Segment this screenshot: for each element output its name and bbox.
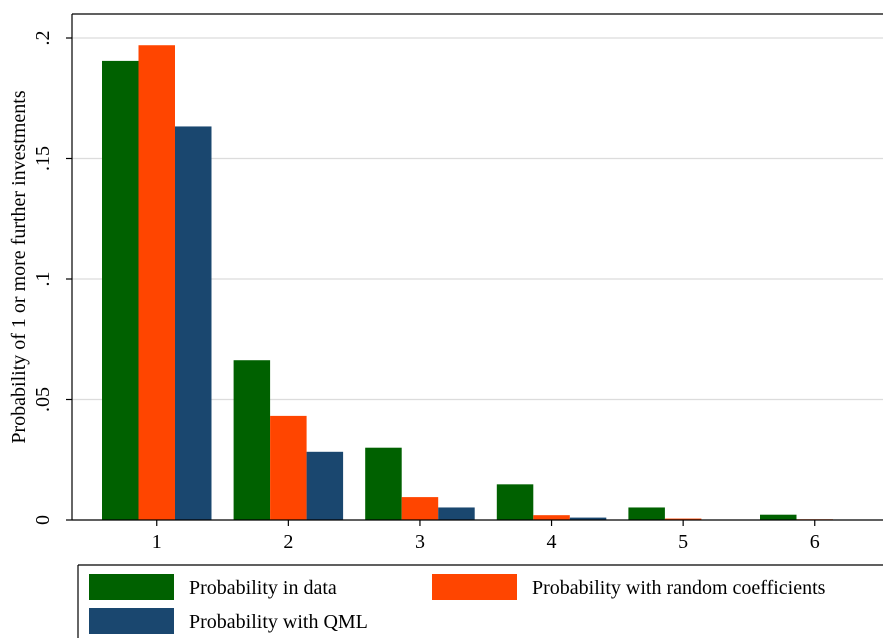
legend-swatch: [89, 574, 174, 600]
y-tick-label: .05: [32, 387, 54, 412]
bars: [102, 45, 833, 521]
x-tick-label: 1: [152, 531, 162, 553]
x-axis-ticks: 1 2 3 4 5 6: [152, 520, 820, 553]
bar: [664, 518, 702, 520]
y-axis-title: Probability of 1 or more further investm…: [8, 90, 30, 443]
legend-swatch: [432, 574, 517, 600]
bar: [306, 451, 344, 520]
legend-label: Probability with QML: [189, 611, 368, 633]
bar: [569, 517, 607, 520]
bar: [438, 507, 475, 520]
bar: [628, 507, 665, 520]
x-tick-label: 5: [678, 531, 688, 553]
bar: [102, 60, 139, 521]
y-tick-label: .2: [32, 31, 54, 46]
x-tick-label: 2: [283, 531, 293, 553]
legend-label: Probability with random coefficients: [532, 577, 826, 599]
y-axis-ticks: 0 .05 .1 .15 .2: [32, 31, 72, 525]
bar: [401, 497, 439, 520]
y-tick-label: .1: [32, 272, 54, 287]
legend-label: Probability in data: [189, 577, 337, 599]
bar: [138, 45, 175, 520]
y-tick-label: .15: [32, 146, 54, 171]
legend: Probability in data Probability with rand…: [77, 564, 883, 638]
legend-swatch: [89, 608, 174, 634]
bar: [533, 515, 570, 520]
x-tick-label: 6: [810, 531, 820, 553]
y-tick-label: 0: [32, 515, 54, 525]
x-tick-label: 3: [415, 531, 425, 553]
bar: [365, 447, 402, 520]
bar: [175, 126, 212, 521]
bar: [496, 484, 534, 520]
bar: [270, 415, 307, 520]
bar: [233, 360, 271, 520]
x-tick-label: 4: [547, 531, 557, 553]
bar: [760, 514, 797, 520]
